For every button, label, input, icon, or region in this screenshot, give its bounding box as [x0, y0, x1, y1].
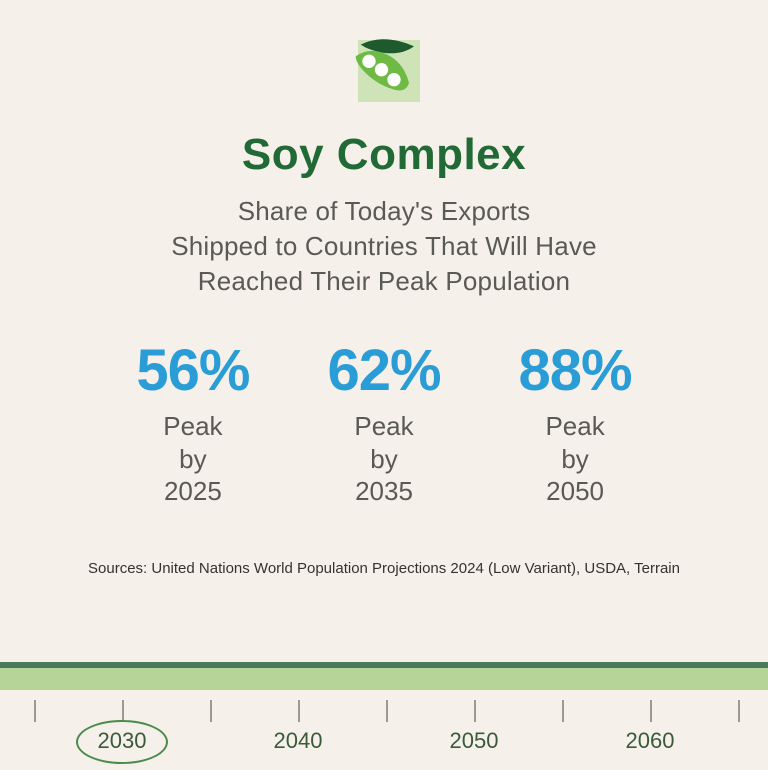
stats-row: 56% Peak by 2025 62% Peak by 2035 88% Pe… — [0, 337, 768, 508]
stat-label: Peak by 2050 — [545, 410, 604, 508]
bean-1 — [362, 55, 375, 68]
soybean-svg — [344, 32, 424, 104]
timeline-tick — [122, 700, 124, 722]
timeline-tick — [474, 700, 476, 722]
stat-value: 88% — [519, 337, 632, 404]
timeline-tick — [386, 700, 388, 722]
stat-label: Peak by 2035 — [354, 410, 413, 508]
stat-2035: 62% Peak by 2035 — [327, 337, 440, 508]
timeline: 2030204020502060 — [0, 662, 768, 770]
timeline-tick — [298, 700, 300, 722]
timeline-year-highlight — [76, 720, 168, 764]
subtitle-line-2: Shipped to Countries That Will Have — [171, 229, 597, 264]
soybean-pod-icon — [344, 28, 424, 108]
timeline-tick — [738, 700, 740, 722]
subtitle-line-3: Reached Their Peak Population — [171, 264, 597, 299]
page-title: Soy Complex — [242, 130, 526, 180]
timeline-tick — [210, 700, 212, 722]
timeline-bar-mid — [0, 668, 768, 690]
bean-3 — [387, 73, 400, 86]
infographic-card: Soy Complex Share of Today's Exports Shi… — [0, 0, 768, 770]
stat-label: Peak by 2025 — [163, 410, 222, 508]
timeline-tick — [562, 700, 564, 722]
sources-text: Sources: United Nations World Population… — [48, 560, 720, 577]
stat-2025: 56% Peak by 2025 — [136, 337, 249, 508]
bean-2 — [375, 63, 388, 76]
timeline-axis: 2030204020502060 — [0, 690, 768, 770]
timeline-year-label: 2040 — [274, 728, 323, 754]
timeline-tick — [34, 700, 36, 722]
timeline-year-label: 2060 — [626, 728, 675, 754]
subtitle-line-1: Share of Today's Exports — [171, 194, 597, 229]
timeline-year-label: 2050 — [450, 728, 499, 754]
stat-2050: 88% Peak by 2050 — [519, 337, 632, 508]
subtitle: Share of Today's Exports Shipped to Coun… — [171, 194, 597, 299]
stat-value: 56% — [136, 337, 249, 404]
timeline-tick — [650, 700, 652, 722]
stat-value: 62% — [327, 337, 440, 404]
